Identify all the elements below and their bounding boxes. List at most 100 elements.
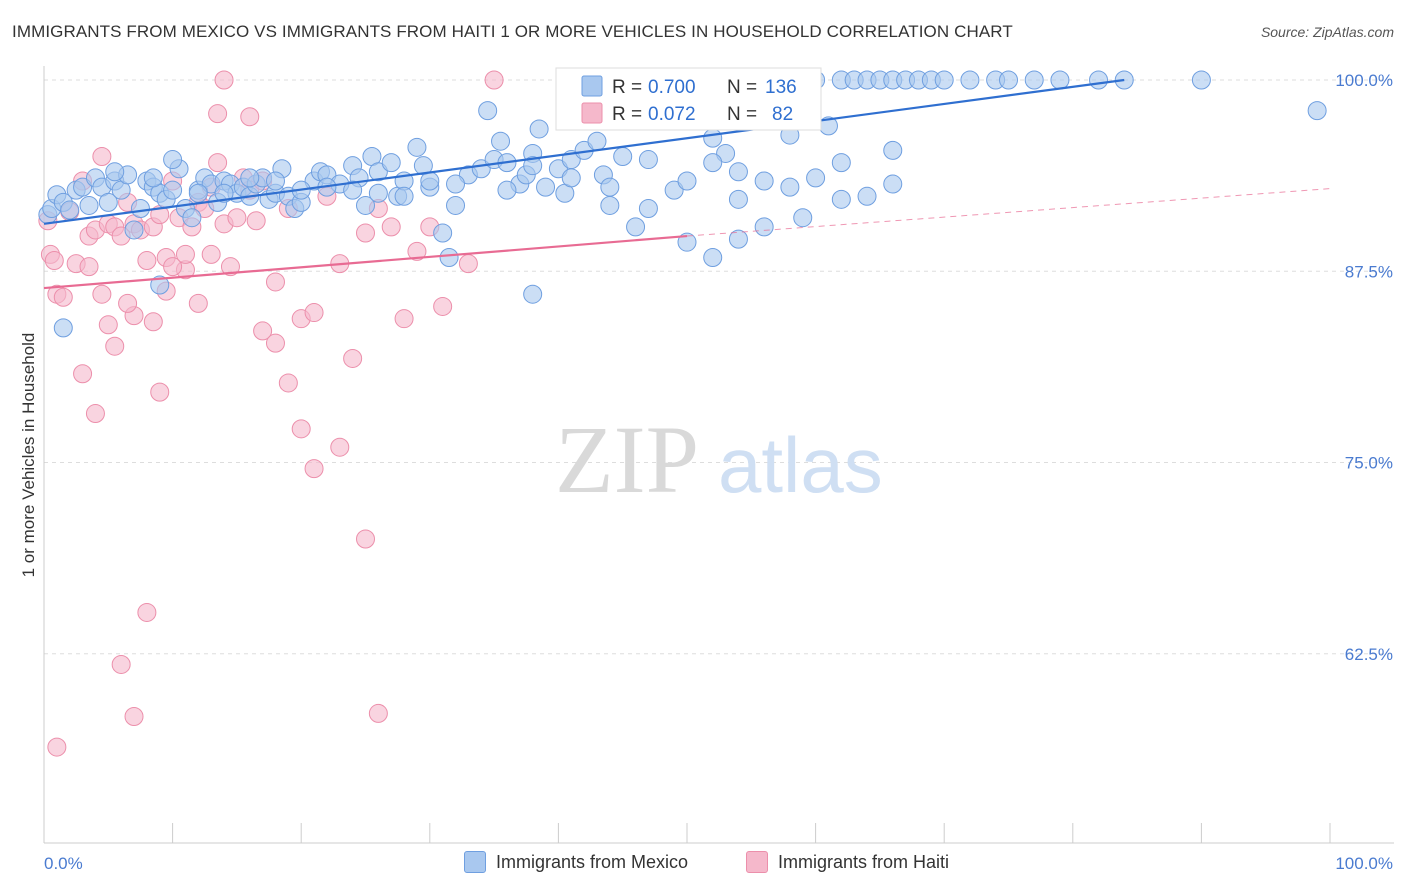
watermark-zip: ZIP [555,406,699,513]
haiti-point-63 [208,104,228,124]
mexico-point-68 [529,119,549,139]
haiti-point-62 [201,244,221,264]
haiti-point-73 [47,737,67,757]
mexico-point-117 [240,168,260,188]
mexico-point-110 [1191,70,1211,90]
haiti-point-39 [304,303,324,323]
mexico-point-47 [356,195,375,215]
haiti-r-label: R = [612,104,642,125]
mexico-point-7 [79,195,99,215]
mexico-point-118 [265,171,285,191]
mexico-point-4 [60,200,80,220]
haiti-point-61 [188,293,208,313]
mexico-point-106 [1024,70,1044,90]
stats-legend: R = 0.700 N = 136 R = 0.072 N = 82 [555,67,822,131]
haiti-point-67 [265,333,285,353]
mexico-point-132 [703,153,723,173]
haiti-point-36 [265,272,285,292]
mexico-point-135 [780,177,800,197]
mexico-point-108 [1089,70,1109,90]
haiti-point-34 [246,211,266,231]
mexico-point-85 [716,143,736,163]
mexico-point-127 [523,156,543,176]
haiti-trend-line [43,234,688,290]
mexico-point-121 [343,180,363,200]
mexico-point-144 [703,247,723,267]
mexico-point-105 [999,70,1018,90]
mexico-point-6 [73,177,93,197]
haiti-point-58 [150,382,170,402]
series-legend: Immigrants from Mexico Immigrants from H… [0,851,1406,881]
mexico-point-137 [831,153,851,173]
mexico-point-147 [793,208,813,228]
mexico-point-139 [883,140,903,160]
mexico-point-114 [163,150,183,170]
haiti-point-46 [394,309,414,329]
haiti-n-value: 82 [772,104,793,125]
chart-title: IMMIGRANTS FROM MEXICO VS IMMIGRANTS FRO… [12,22,1013,41]
mexico-point-131 [677,171,697,191]
mexico-point-63 [491,131,511,151]
mexico-point-113 [143,168,163,188]
mexico-point-134 [754,171,774,191]
legend-swatch-mexico [464,851,486,873]
y-axis-label: 1 or more Vehicles in Household [19,333,38,578]
mexico-n-value: 136 [765,77,797,98]
mexico-point-50 [381,153,401,173]
mexico-point-145 [728,229,748,249]
haiti-point-78 [79,257,99,277]
mexico-point-78 [626,217,646,237]
haiti-point-47 [407,241,427,261]
watermark-atlas: atlas [718,421,883,509]
mexico-point-125 [446,174,466,194]
legend-item-haiti: Immigrants from Haiti [746,851,949,873]
haiti-r-value: 0.072 [648,104,696,125]
haiti-point-66 [253,321,273,341]
mexico-point-126 [497,180,517,200]
mexico-point-49 [368,162,388,182]
legend-swatch-haiti [746,851,768,873]
haiti-point-49 [433,296,453,316]
mexico-point-115 [188,183,208,203]
haiti-point-2 [44,251,64,271]
mexico-point-23 [182,208,202,228]
y-tick-label-0: 62.5% [1345,645,1393,664]
axes [43,66,1394,844]
mexico-point-70 [548,159,568,179]
mexico-point-133 [728,189,748,209]
haiti-n-label: N = [727,104,757,125]
haiti-point-50 [458,254,478,274]
haiti-point-54 [98,315,118,335]
mexico-point-112 [105,162,125,182]
mexico-point-143 [677,232,697,252]
mexico-point-111 [1307,101,1327,121]
mexico-point-84 [703,128,723,148]
y-tick-label-1: 75.0% [1345,454,1393,473]
x-tick-label-1: 100.0% [1335,854,1393,873]
haiti-point-71 [330,437,350,457]
y-tick-label-3: 100.0% [1335,71,1393,90]
mexico-point-81 [664,180,684,200]
mexico-point-149 [883,174,903,194]
mexico-n-label: N = [727,77,757,98]
mexico-point-130 [638,150,658,170]
haiti-point-42 [343,348,363,368]
mexico-point-69 [536,177,556,197]
haiti-point-79 [92,284,112,304]
haiti-point-55 [105,336,125,356]
mexico-point-140 [150,275,170,295]
haiti-point-72 [356,529,375,549]
mexico-point-148 [831,189,851,209]
mexico-point-74 [587,131,607,151]
mexico-point-122 [368,183,388,203]
mexico-point-128 [561,168,581,188]
haiti-point-75 [124,706,144,726]
mexico-point-20 [163,180,183,200]
mexico-point-79 [638,199,658,219]
haiti-point-77 [368,703,388,723]
haiti-point-45 [381,217,401,237]
mexico-r-label: R = [612,77,642,98]
mexico-point-57 [439,247,459,267]
mexico-point-146 [754,217,774,237]
mexico-point-56 [433,223,453,243]
